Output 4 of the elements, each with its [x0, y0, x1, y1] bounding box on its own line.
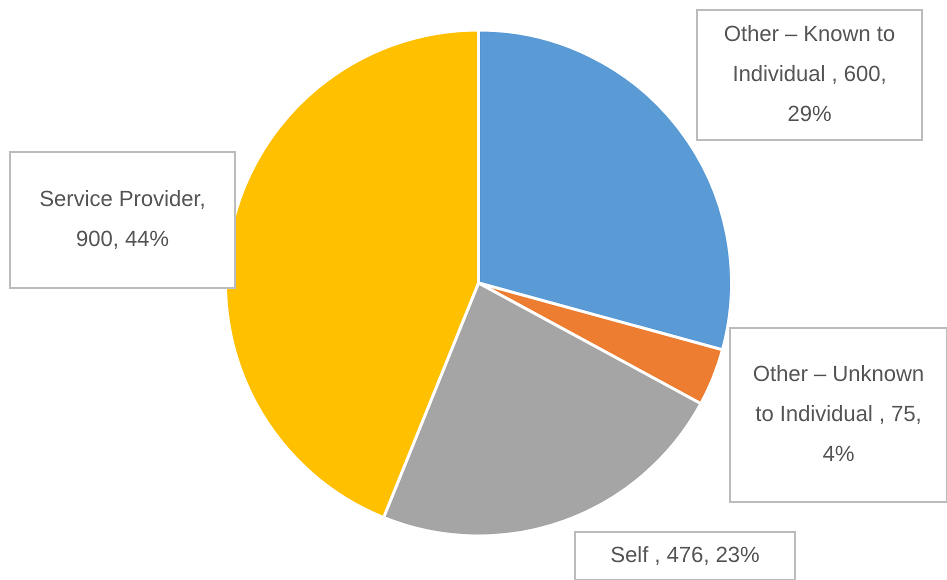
slice-label: Other – Known to Individual , 600, 29% [724, 21, 896, 126]
slice-label: Self , 476, 23% [610, 542, 760, 568]
slice-label: Service Provider, 900, 44% [39, 186, 206, 252]
slice-label: Other – Unknown to Individual , 75, 4% [752, 361, 924, 466]
